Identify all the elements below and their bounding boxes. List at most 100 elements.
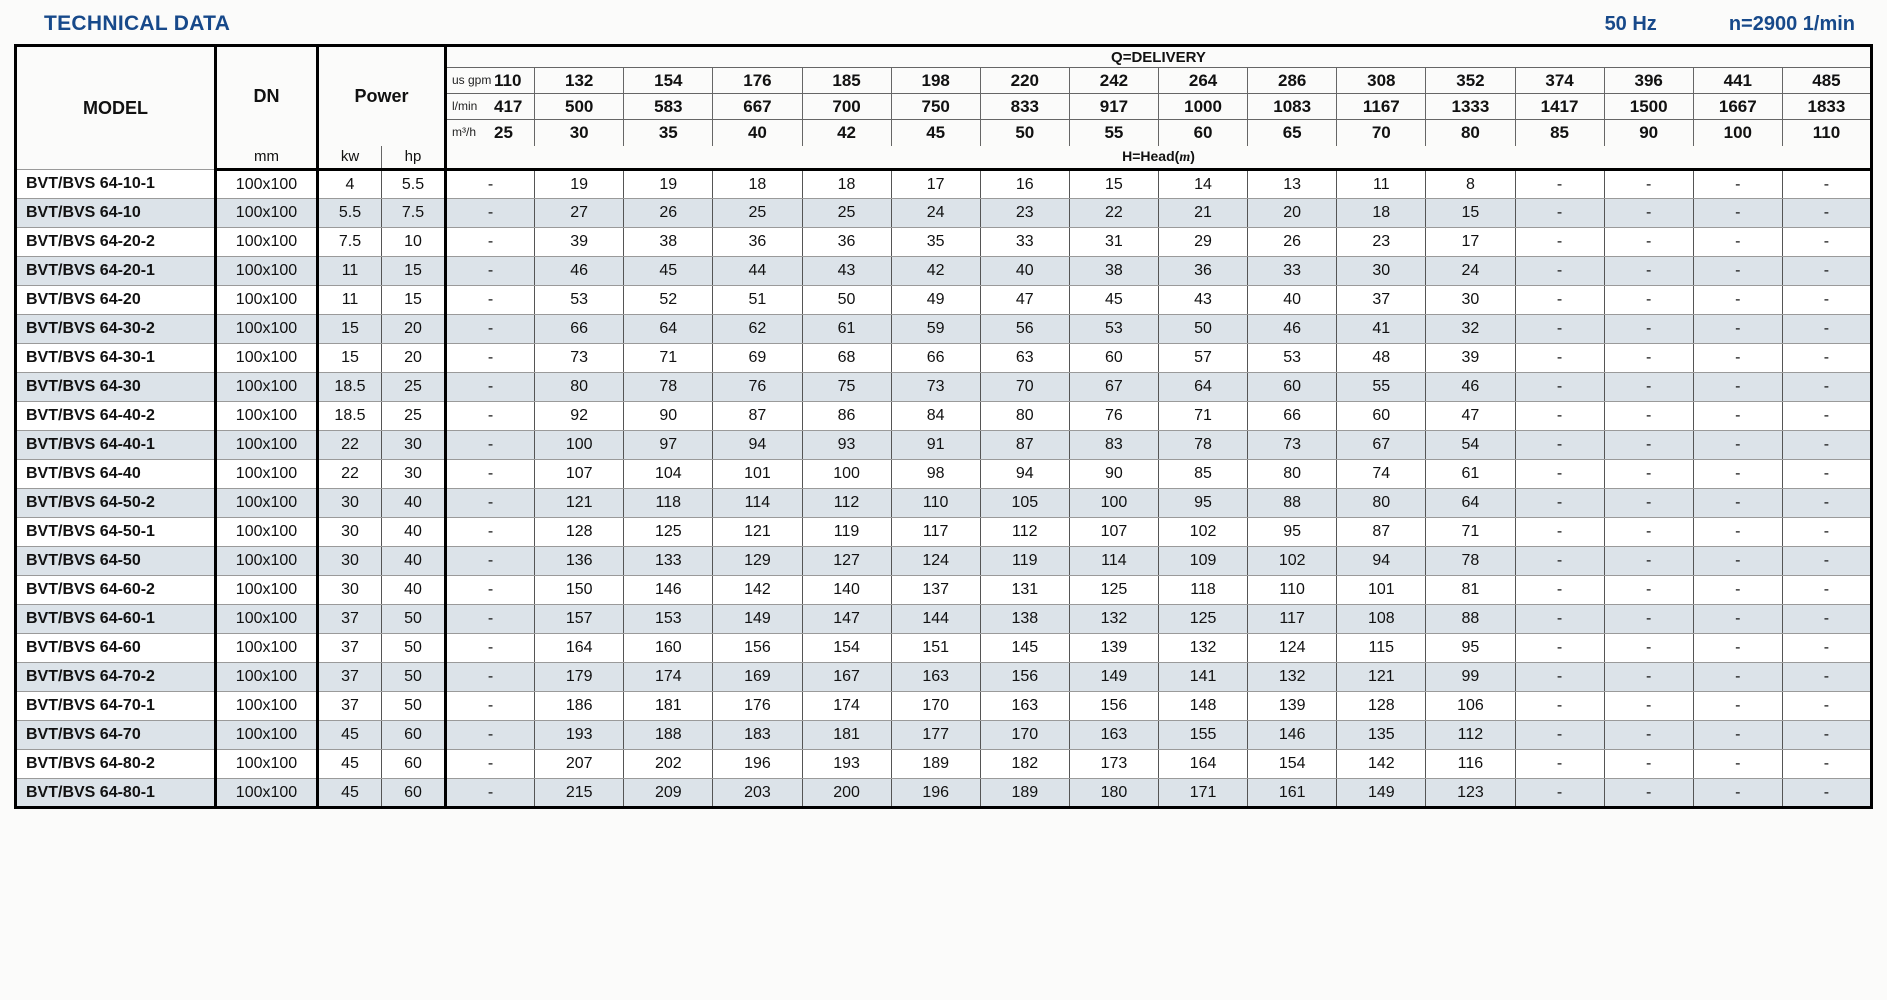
hp-cell: 40	[381, 517, 447, 547]
head-value-cell: 41	[1336, 314, 1427, 344]
page-title: TECHNICAL DATA	[44, 12, 231, 35]
head-value-cell: 86	[801, 401, 892, 431]
kw-cell: 4	[317, 169, 382, 199]
hp-cell: 25	[381, 401, 447, 431]
head-value-cell: -	[444, 546, 536, 576]
head-value-cell: 148	[1157, 691, 1249, 721]
head-value-cell: -	[1603, 604, 1694, 634]
head-value-cell: -	[1781, 546, 1873, 576]
head-value-cell: 150	[534, 575, 625, 605]
head-value-cell: -	[1514, 343, 1605, 373]
head-value-cell: 173	[1068, 749, 1160, 779]
dn-cell: 100x100	[215, 691, 319, 721]
head-value-cell: 68	[801, 343, 892, 373]
table-row: BVT/BVS 64-30-2 100x100 15 20-66 64 62 61 59 56 5…	[15, 314, 1873, 344]
head-value-cell: 74	[1336, 459, 1427, 489]
table-body: BVT/BVS 64-10-1 100x100 4 5.5-19 19 18 18 17 16 1…	[15, 169, 1873, 808]
head-value-cell: -	[1603, 749, 1694, 779]
head-value-cell: -	[1692, 343, 1783, 373]
head-value-cell: 136	[534, 546, 625, 576]
head-value-cell: -	[1514, 169, 1605, 199]
head-value-cell: 142	[1336, 749, 1427, 779]
head-value-cell: 177	[890, 720, 981, 750]
head-value-cell: 55	[1336, 372, 1427, 402]
head-value-cell: -	[444, 604, 536, 634]
head-value-cell: -	[1781, 749, 1873, 779]
head-value-cell: 180	[1068, 778, 1160, 808]
kw-cell: 15	[317, 314, 382, 344]
flow-col-lmin-4: 700	[801, 93, 892, 120]
head-value-cell: -	[1781, 372, 1873, 402]
flow-col-lmin-3: 667	[712, 93, 802, 120]
head-value-cell: 146	[1247, 720, 1338, 750]
head-value-cell: 67	[1336, 430, 1427, 460]
head-value-cell: 203	[712, 778, 803, 808]
flow-col-gpm-10: 308	[1336, 67, 1426, 94]
head-label-prefix: H=Head(	[1122, 147, 1180, 164]
head-value-cell: 87	[979, 430, 1070, 460]
head-value-cell: 153	[623, 604, 714, 634]
head-value-cell: 60	[1336, 401, 1427, 431]
head-value-cell: 71	[1425, 517, 1516, 547]
flow-unit-label: m³/h	[452, 125, 476, 140]
head-value-cell: 142	[712, 575, 803, 605]
head-value-cell: 25	[801, 198, 892, 228]
head-value-cell: -	[1692, 749, 1783, 779]
head-value-cell: 59	[890, 314, 981, 344]
head-value-cell: -	[444, 691, 536, 721]
head-value-cell: 66	[890, 343, 981, 373]
dn-cell: 100x100	[215, 720, 319, 750]
head-value-cell: 107	[1068, 517, 1160, 547]
table-row: BVT/BVS 64-20-1 100x100 11 15-46 45 44 43 42 40 3…	[15, 256, 1873, 286]
head-value-cell: 149	[1336, 778, 1427, 808]
head-value-cell: 87	[712, 401, 803, 431]
head-value-cell: 186	[534, 691, 625, 721]
model-cell: BVT/BVS 64-60-1	[15, 604, 217, 634]
kw-cell: 37	[317, 633, 382, 663]
hp-cell: 40	[381, 575, 447, 605]
flow-unit-label: l/min	[452, 99, 478, 114]
head-value-cell: 112	[1425, 720, 1516, 750]
head-value-cell: 156	[712, 633, 803, 663]
flow-col-gpm-0: us gpm 110	[443, 67, 535, 94]
head-value-cell: 181	[623, 691, 714, 721]
head-value-cell: 169	[712, 662, 803, 692]
spec-labels: 50 Hz n=2900 1/min	[1605, 13, 1863, 36]
head-value-cell: 189	[979, 778, 1070, 808]
head-value-cell: 39	[1425, 343, 1516, 373]
head-value-cell: 207	[534, 749, 625, 779]
head-value-cell: 176	[712, 691, 803, 721]
flow-col-gpm-1: 132	[534, 67, 624, 94]
flow-col-m3h-1: 30	[534, 119, 624, 146]
hp-cell: 25	[381, 372, 447, 402]
head-value-cell: 106	[1425, 691, 1516, 721]
head-value-cell: 100	[801, 459, 892, 489]
head-value-cell: 26	[623, 198, 714, 228]
head-value-cell: 64	[1425, 488, 1516, 518]
head-value-cell: -	[444, 633, 536, 663]
head-value-cell: 139	[1068, 633, 1160, 663]
head-value-cell: -	[1603, 285, 1694, 315]
head-value-cell: 125	[1157, 604, 1249, 634]
head-value-cell: 33	[979, 227, 1070, 257]
head-value-cell: 80	[1336, 488, 1427, 518]
head-value-cell: 167	[801, 662, 892, 692]
flow-col-lmin-14: 1667	[1692, 93, 1783, 120]
head-value-cell: 98	[890, 459, 981, 489]
head-value-cell: 15	[1068, 169, 1160, 199]
head-value-cell: 170	[979, 720, 1070, 750]
head-value-cell: 88	[1425, 604, 1516, 634]
head-value-cell: -	[1603, 662, 1694, 692]
table-row: BVT/BVS 64-30 100x100 18.5 25-80 78 76 75 73 70 6…	[15, 372, 1873, 402]
head-value-cell: -	[1514, 314, 1605, 344]
head-value-cell: 30	[1336, 256, 1427, 286]
head-value-cell: 76	[1068, 401, 1160, 431]
kw-cell: 11	[317, 285, 382, 315]
head-value-cell: -	[1603, 720, 1694, 750]
head-value-cell: -	[1692, 314, 1783, 344]
head-value-cell: -	[1603, 314, 1694, 344]
head-value-cell: -	[1603, 372, 1694, 402]
head-value-cell: 97	[623, 430, 714, 460]
head-value-cell: 157	[534, 604, 625, 634]
head-value-cell: 109	[1157, 546, 1249, 576]
